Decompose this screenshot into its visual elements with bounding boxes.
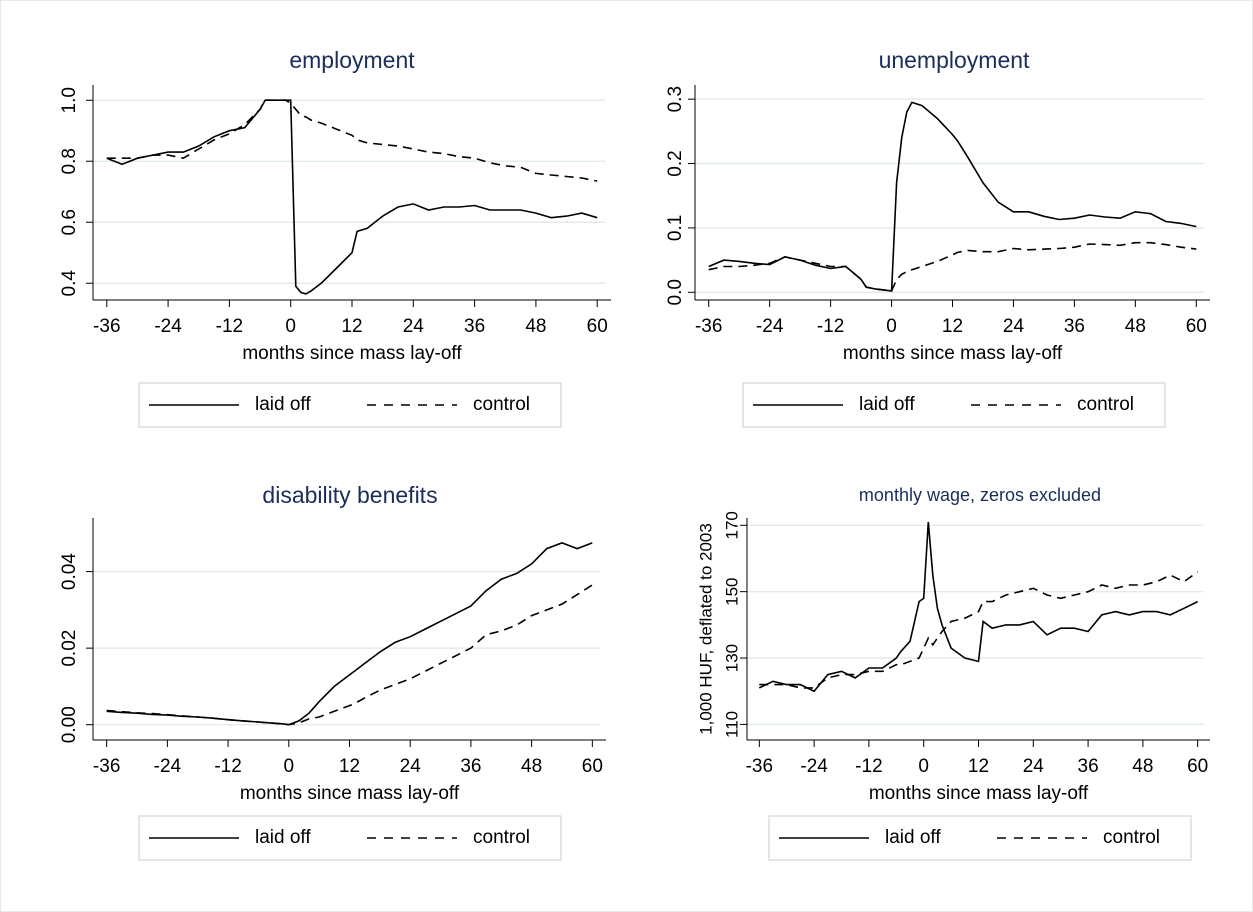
x-tick-label: 48 <box>1125 316 1146 337</box>
y-tick-label: 0.04 <box>59 553 80 590</box>
chart-title: disability benefits <box>262 482 437 508</box>
x-tick-label: -36 <box>93 756 120 777</box>
x-tick-label: 0 <box>918 756 929 777</box>
x-tick-label: 48 <box>521 756 542 777</box>
y-tick-label: 130 <box>722 644 741 672</box>
legend-label: laid off <box>255 827 311 848</box>
x-tick-label: 24 <box>400 756 422 777</box>
x-tick-label: -12 <box>855 756 882 777</box>
y-tick-label: 1.0 <box>59 87 80 113</box>
y-tick-label: 0.6 <box>59 209 80 235</box>
x-tick-label: 36 <box>1078 756 1099 777</box>
data-line <box>106 99 598 295</box>
y-axis-title: 1,000 HUF, deflated to 2003 <box>696 523 715 735</box>
data-line <box>759 571 1199 689</box>
x-tick-label: 60 <box>582 756 603 777</box>
legend-label: laid off <box>859 394 915 415</box>
data-line <box>708 241 1197 292</box>
chart-title: unemployment <box>879 47 1030 73</box>
x-tick-label: -36 <box>746 756 773 777</box>
x-tick-label: -24 <box>154 756 182 777</box>
data-line <box>758 521 1199 693</box>
legend-label: control <box>473 827 530 848</box>
x-tick-label: -36 <box>93 316 120 337</box>
y-tick-label: 0.4 <box>59 270 80 297</box>
y-tick-label: 170 <box>722 511 741 539</box>
chart-title: employment <box>289 47 415 73</box>
y-tick-label: 0.0 <box>665 279 686 305</box>
x-tick-label: 24 <box>1003 316 1025 337</box>
legend-label: control <box>1077 394 1134 415</box>
x-tick-label: 0 <box>284 756 295 777</box>
y-tick-label: 110 <box>722 711 741 738</box>
x-tick-label: 12 <box>341 316 362 337</box>
y-tick-label: 0.3 <box>665 86 686 112</box>
x-tick-label: 0 <box>285 316 296 337</box>
y-tick-label: 0.00 <box>59 706 80 743</box>
x-tick-label: 48 <box>525 316 546 337</box>
x-tick-label: 12 <box>968 756 989 777</box>
y-tick-label: 0.2 <box>665 150 686 176</box>
legend-label: control <box>1103 827 1160 848</box>
y-tick-label: 0.8 <box>59 148 80 174</box>
x-tick-label: -24 <box>756 316 784 337</box>
x-tick-label: 48 <box>1132 756 1153 777</box>
x-axis-title: months since mass lay-off <box>869 783 1089 804</box>
x-tick-label: -12 <box>214 756 241 777</box>
y-tick-label: 0.02 <box>59 630 80 667</box>
x-tick-label: -24 <box>800 756 828 777</box>
y-tick-label: 150 <box>722 577 741 605</box>
x-tick-label: 60 <box>587 316 608 337</box>
x-tick-label: 24 <box>1023 756 1045 777</box>
x-tick-label: 36 <box>1064 316 1085 337</box>
x-tick-label: 60 <box>1186 316 1207 337</box>
y-tick-label: 0.1 <box>665 215 686 241</box>
data-line <box>106 99 598 182</box>
x-tick-label: 12 <box>942 316 963 337</box>
legend-label: control <box>473 394 530 415</box>
x-tick-label: -12 <box>216 316 243 337</box>
x-tick-label: 60 <box>1187 756 1208 777</box>
x-tick-label: 0 <box>886 316 897 337</box>
x-tick-label: -36 <box>695 316 722 337</box>
x-tick-label: 12 <box>339 756 360 777</box>
x-tick-label: 24 <box>403 316 425 337</box>
legend-label: laid off <box>255 394 311 415</box>
legend-label: laid off <box>885 827 941 848</box>
x-tick-label: 36 <box>460 756 481 777</box>
x-tick-label: 36 <box>464 316 485 337</box>
data-line <box>106 584 593 726</box>
x-axis-title: months since mass lay-off <box>242 343 462 364</box>
x-axis-title: months since mass lay-off <box>843 343 1063 364</box>
x-axis-title: months since mass lay-off <box>240 783 460 804</box>
x-tick-label: -24 <box>154 316 182 337</box>
x-tick-label: -12 <box>817 316 844 337</box>
chart-title: monthly wage, zeros excluded <box>859 485 1101 505</box>
